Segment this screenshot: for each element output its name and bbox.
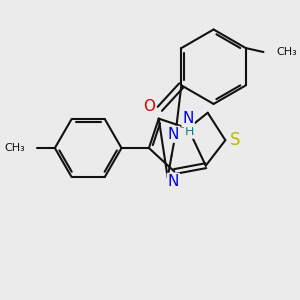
Text: N: N	[182, 111, 194, 126]
Text: H: H	[184, 125, 194, 138]
Text: O: O	[143, 99, 155, 114]
Text: CH₃: CH₃	[276, 47, 297, 57]
Text: S: S	[230, 131, 240, 149]
Text: N: N	[168, 174, 179, 189]
Text: CH₃: CH₃	[5, 143, 26, 153]
Text: N: N	[168, 127, 179, 142]
